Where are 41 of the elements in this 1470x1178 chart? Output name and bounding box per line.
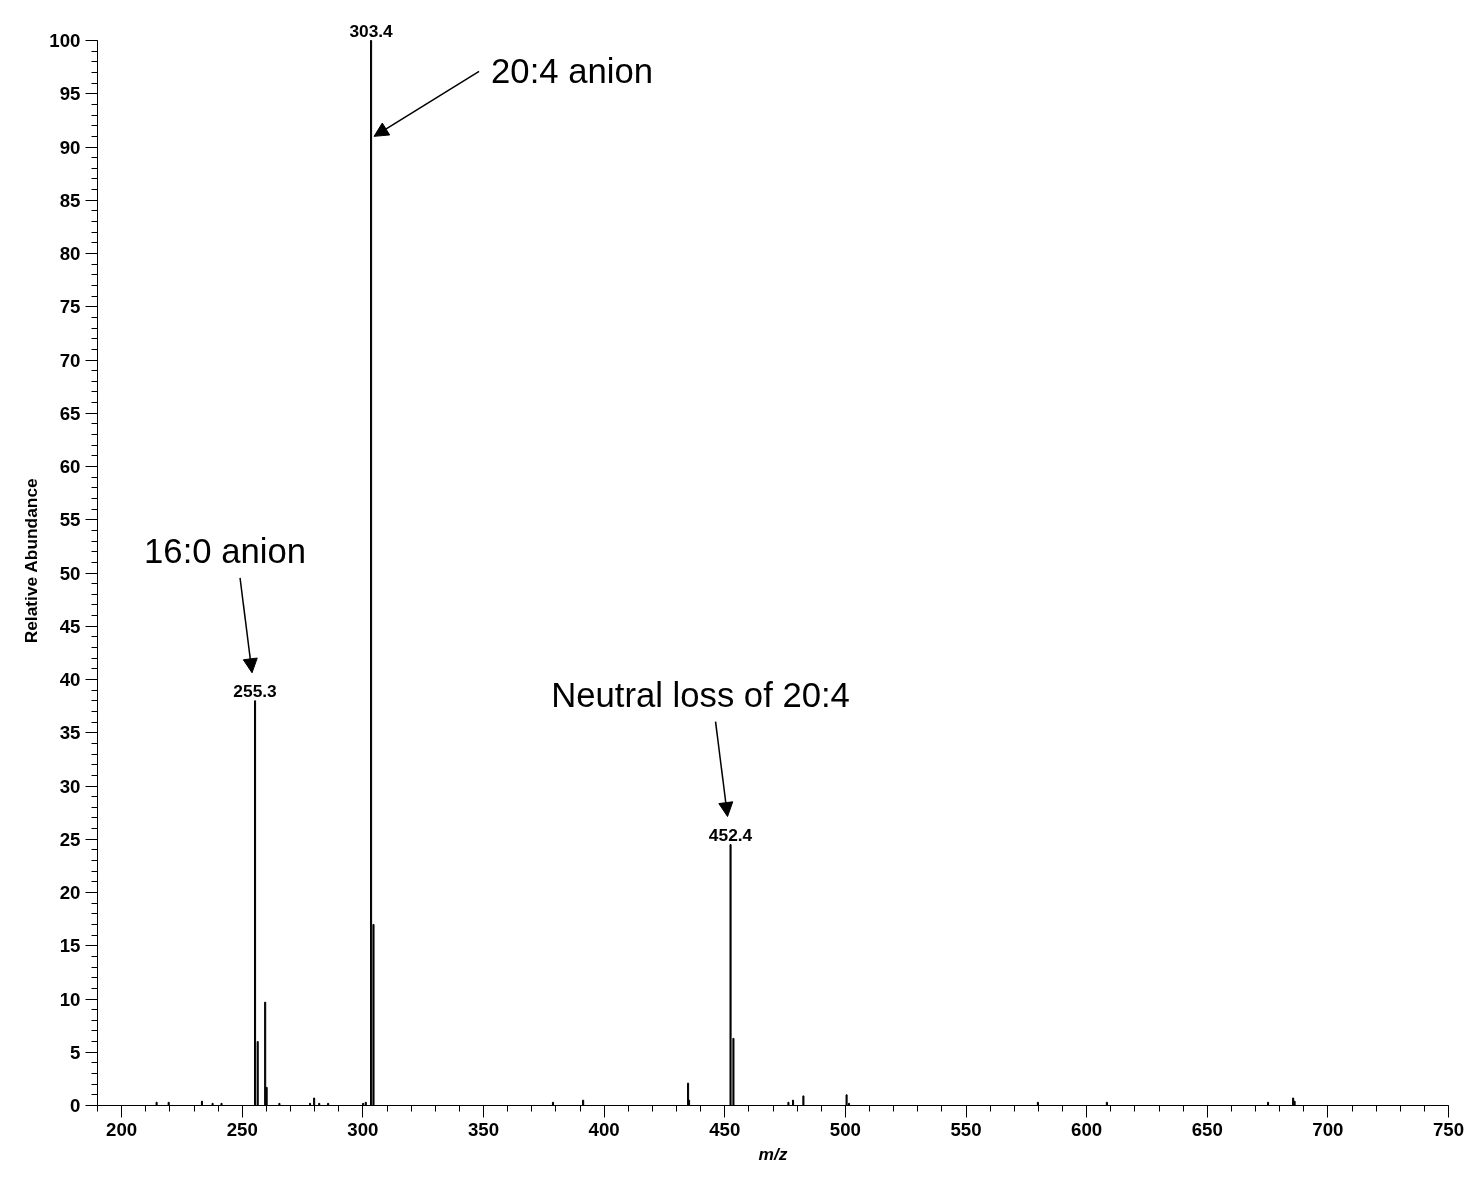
annotation: 303.4: [349, 20, 394, 41]
x-tick-label: 250: [226, 1118, 258, 1140]
y-tick-label: 10: [59, 988, 81, 1010]
y-tick-label: 60: [59, 456, 81, 477]
y-tick-label: 50: [59, 562, 81, 584]
y-tick-label: 85: [59, 189, 81, 211]
y-tick-label: 65: [59, 402, 81, 424]
x-tick-label: 500: [829, 1118, 861, 1140]
y-axis-title: Relative Abundance: [21, 477, 42, 644]
annotation: 16:0 anion: [144, 531, 306, 570]
x-axis-title: m/z: [758, 1143, 788, 1164]
y-tick-label: 75: [59, 296, 81, 318]
y-tick-label: 100: [49, 30, 81, 51]
y-tick-label: 45: [59, 615, 81, 637]
y-tick-label: 35: [59, 722, 81, 744]
y-tick-label: 15: [59, 935, 81, 957]
x-tick-label: 550: [950, 1118, 982, 1140]
x-tick-label: 650: [1191, 1118, 1223, 1140]
y-tick-label: 40: [59, 669, 81, 690]
y-tick-label: 20: [59, 882, 81, 903]
y-tick-label: 70: [59, 349, 81, 371]
x-tick-label: 750: [1432, 1118, 1465, 1140]
annotation: 255.3: [233, 680, 278, 701]
y-tick-label: 55: [59, 509, 81, 531]
y-tick-label: 90: [59, 136, 81, 158]
y-tick-label: 80: [59, 243, 81, 264]
y-tick-label: 95: [59, 83, 81, 105]
y-tick-label: 30: [59, 775, 81, 797]
x-tick-label: 700: [1312, 1118, 1344, 1140]
y-tick-label: 25: [59, 828, 81, 850]
x-tick-label: 400: [588, 1118, 620, 1140]
x-tick-label: 600: [1071, 1118, 1103, 1140]
y-tick-label: 0: [70, 1095, 81, 1116]
x-tick-label: 450: [709, 1118, 741, 1140]
x-tick-label: 200: [106, 1118, 138, 1140]
annotation: 20:4 anion: [491, 52, 653, 91]
y-tick-label: 5: [70, 1041, 81, 1063]
annotation: 452.4: [708, 824, 753, 845]
x-tick-label: 350: [467, 1118, 500, 1140]
annotation: Neutral loss of 20:4: [551, 675, 850, 714]
x-tick-label: 300: [347, 1118, 379, 1140]
